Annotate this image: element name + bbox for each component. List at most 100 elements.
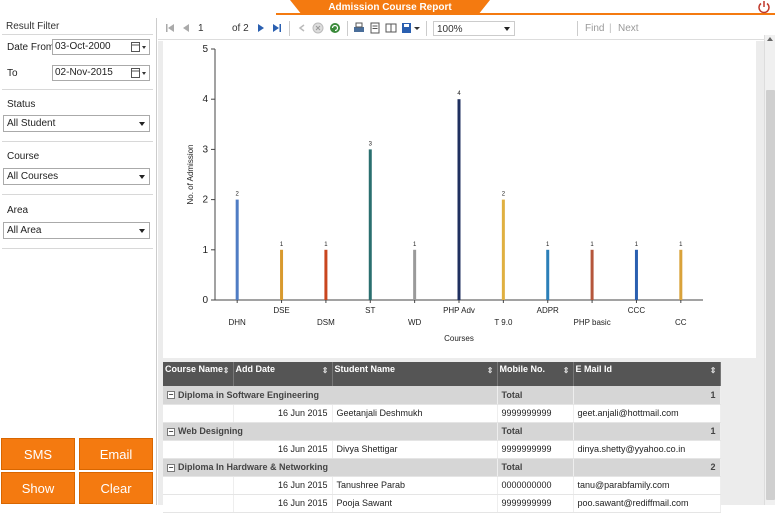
table-row[interactable]: 16 Jun 2015 Pooja Sawant 9999999999 poo.… bbox=[163, 494, 721, 513]
email-button[interactable]: Email bbox=[79, 438, 153, 470]
table-row[interactable]: 16 Jun 2015 Tanushree Parab 0000000000 t… bbox=[163, 476, 721, 495]
bar bbox=[413, 249, 417, 300]
x-tick-label: DSM bbox=[317, 318, 335, 327]
zoom-select[interactable]: 100% bbox=[433, 21, 515, 36]
chevron-down-icon bbox=[139, 122, 145, 126]
sort-icon: ⇕ bbox=[486, 366, 494, 375]
divider bbox=[2, 141, 153, 142]
data-label: 3 bbox=[369, 141, 373, 147]
group-row: − Diploma in Software Engineering Total 1 bbox=[163, 386, 721, 405]
column-header-mobile[interactable]: Mobile No. ⇕ bbox=[497, 362, 574, 386]
course-label: Course bbox=[7, 151, 40, 162]
filter-panel: Result Filter Date From 03-Oct-2000 To 0… bbox=[0, 14, 155, 505]
status-select[interactable]: All Student bbox=[3, 115, 150, 132]
data-label: 1 bbox=[280, 242, 284, 248]
y-tick-label: 1 bbox=[202, 245, 208, 256]
chevron-down-icon[interactable] bbox=[413, 22, 421, 34]
group-total: 1 bbox=[573, 422, 721, 441]
x-axis-title: Courses bbox=[444, 334, 474, 343]
date-to-field[interactable]: 02-Nov-2015 bbox=[52, 65, 150, 81]
total-label: Total bbox=[497, 458, 574, 477]
status-label: Status bbox=[7, 99, 36, 110]
area-label: Area bbox=[7, 205, 29, 216]
page-number-input[interactable]: 1 bbox=[198, 23, 204, 34]
first-page-icon[interactable] bbox=[164, 22, 176, 34]
area-select[interactable]: All Area bbox=[3, 222, 150, 239]
sort-icon: ⇕ bbox=[321, 366, 329, 375]
data-label: 1 bbox=[324, 242, 328, 248]
next-link[interactable]: Next bbox=[618, 23, 639, 34]
total-label: Total bbox=[497, 422, 574, 441]
x-tick-label: CCC bbox=[628, 306, 646, 315]
previous-page-icon[interactable] bbox=[180, 22, 192, 34]
sms-button[interactable]: SMS bbox=[1, 438, 75, 470]
scroll-up-icon[interactable] bbox=[767, 37, 773, 41]
table-row[interactable]: 16 Jun 2015 Divya Shettigar 9999999999 d… bbox=[163, 440, 721, 459]
zoom-value: 100% bbox=[437, 24, 463, 35]
column-header-course[interactable]: Course Name ⇕ bbox=[163, 362, 234, 386]
last-page-icon[interactable] bbox=[271, 22, 283, 34]
collapse-icon[interactable]: − bbox=[167, 426, 175, 436]
collapse-icon[interactable]: − bbox=[167, 462, 175, 472]
bar bbox=[235, 199, 239, 300]
export-icon[interactable] bbox=[401, 22, 413, 34]
clear-button[interactable]: Clear bbox=[79, 472, 153, 504]
data-label: 1 bbox=[413, 242, 417, 248]
data-label: 2 bbox=[236, 192, 240, 198]
find-link[interactable]: Find bbox=[585, 23, 605, 34]
title-strip bbox=[276, 0, 775, 15]
y-tick-label: 2 bbox=[202, 195, 208, 206]
bar bbox=[501, 199, 505, 300]
page-setup-icon[interactable] bbox=[385, 22, 397, 34]
column-header-add-date[interactable]: Add Date ⇕ bbox=[233, 362, 333, 386]
table-row[interactable]: 16 Jun 2015 Geetanjali Deshmukh 99999999… bbox=[163, 404, 721, 423]
calendar-icon[interactable] bbox=[131, 68, 147, 78]
group-name: Diploma In Hardware & Networking bbox=[178, 462, 329, 472]
print-layout-icon[interactable] bbox=[369, 22, 381, 34]
sort-icon: ⇕ bbox=[709, 366, 717, 375]
group-row: − Web Designing Total 1 bbox=[163, 422, 721, 441]
report-viewport: 0 1 2 3 4 5 No. of Admission 2 DHN 1 DSE 1 DSM 3 ST 1 WD… bbox=[158, 41, 764, 513]
x-tick-label: PHP Adv bbox=[443, 306, 475, 315]
stop-icon[interactable] bbox=[312, 22, 324, 34]
chart-card: 0 1 2 3 4 5 No. of Admission 2 DHN 1 DSE 1 DSM 3 ST 1 WD… bbox=[163, 41, 756, 358]
vertical-scrollbar[interactable] bbox=[764, 35, 775, 505]
y-tick-label: 0 bbox=[202, 295, 208, 306]
data-label: 1 bbox=[635, 242, 639, 248]
refresh-icon[interactable] bbox=[329, 22, 341, 34]
group-total: 2 bbox=[573, 458, 721, 477]
chevron-down-icon bbox=[504, 27, 510, 31]
data-label: 1 bbox=[590, 242, 594, 248]
column-header-student[interactable]: Student Name ⇕ bbox=[332, 362, 498, 386]
date-from-field[interactable]: 03-Oct-2000 bbox=[52, 39, 150, 55]
bar bbox=[679, 249, 683, 300]
back-icon[interactable] bbox=[296, 22, 308, 34]
power-icon[interactable] bbox=[757, 0, 771, 14]
next-page-icon[interactable] bbox=[255, 22, 267, 34]
course-select[interactable]: All Courses bbox=[3, 168, 150, 185]
collapse-icon[interactable]: − bbox=[167, 390, 175, 400]
scroll-thumb[interactable] bbox=[766, 90, 775, 500]
x-tick-label: WD bbox=[408, 318, 422, 327]
column-header-email[interactable]: E Mail Id ⇕ bbox=[573, 362, 721, 386]
data-label: 2 bbox=[502, 192, 506, 198]
date-from-value: 03-Oct-2000 bbox=[55, 41, 111, 52]
divider bbox=[2, 248, 153, 249]
report-title: Admission Course Report bbox=[290, 0, 490, 15]
total-label: Total bbox=[497, 386, 574, 405]
calendar-icon[interactable] bbox=[131, 42, 147, 52]
group-name: Web Designing bbox=[178, 426, 243, 436]
show-button[interactable]: Show bbox=[1, 472, 75, 504]
date-from-label: Date From bbox=[7, 42, 55, 53]
report-toolbar: 1 of 2 100% Find | Next bbox=[158, 18, 775, 40]
print-icon[interactable] bbox=[353, 22, 365, 34]
data-label: 1 bbox=[546, 242, 550, 248]
area-value: All Area bbox=[7, 225, 42, 236]
bar bbox=[280, 249, 284, 300]
chevron-down-icon bbox=[139, 175, 145, 179]
data-label: 4 bbox=[457, 91, 461, 97]
bar bbox=[457, 99, 461, 300]
group-row: − Diploma In Hardware & Networking Total … bbox=[163, 458, 721, 477]
sort-icon: ⇕ bbox=[222, 366, 230, 375]
x-tick-label: ST bbox=[365, 306, 375, 315]
